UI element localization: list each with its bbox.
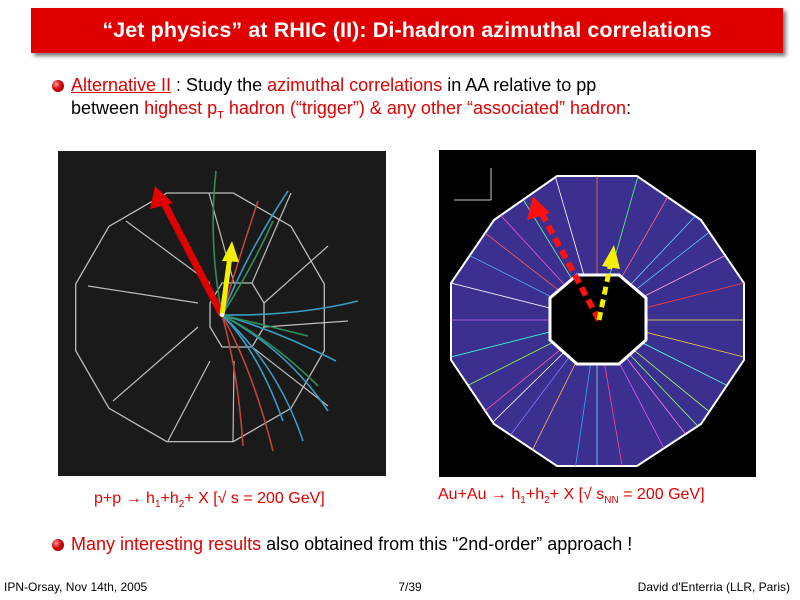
- text-fragment: : Study the: [171, 75, 268, 95]
- text-fragment: also obtained from this “2nd-order” appr…: [261, 534, 633, 554]
- trigger-arrow: [159, 199, 226, 317]
- trigger-arrow-dashed: [538, 210, 602, 322]
- associated-arrow: [219, 255, 233, 316]
- auau-event-display: [439, 150, 756, 477]
- footer-left: IPN-Orsay, Nov 14th, 2005: [4, 580, 148, 594]
- associated-arrowhead-dashed: [602, 245, 620, 269]
- axis-gizmo: [454, 168, 492, 201]
- bullet-icon: [52, 80, 64, 92]
- highlight-azimuthal: azimuthal correlations: [267, 75, 443, 95]
- bullet-icon: [52, 539, 64, 551]
- associated-arrow-dashed: [596, 261, 614, 321]
- caption-pp: p+p → h1+h2+ X [√ s = 200 GeV]: [94, 490, 325, 511]
- highlight-highest-pt: highest pT: [144, 98, 224, 122]
- vertex-dot: [220, 313, 224, 317]
- slide-title: “Jet physics” at RHIC (II): Di-hadron az…: [102, 18, 712, 42]
- footer-right: David d'Enterria (LLR, Paris): [637, 580, 790, 594]
- detector-spokes: [87, 192, 349, 442]
- text-fragment: :: [626, 98, 632, 118]
- outer-detector-outline: [75, 192, 325, 443]
- bullet-1-line-2: between highest pT hadron (“trigger”) & …: [71, 97, 791, 128]
- bullet-2-text: Many interesting results also obtained f…: [71, 533, 791, 556]
- highlight-hadron-text: hadron (“trigger”) & any other “associat…: [223, 98, 627, 118]
- particle-tracks: [212, 170, 359, 452]
- caption-auau: Au+Au → h1+h2+ X [√ sNN = 200 GeV]: [438, 486, 705, 507]
- text-fragment: in AA relative to pp: [442, 75, 597, 95]
- associated-arrowhead: [222, 241, 239, 262]
- highlight-results: Many interesting results: [71, 534, 262, 554]
- pp-event-display: [58, 151, 386, 476]
- page-number: 7/39: [398, 580, 422, 594]
- pp-event-svg: [75, 170, 359, 452]
- trigger-arrowhead-dashed: [527, 196, 550, 220]
- text-fragment: between: [71, 98, 145, 118]
- bullet-1-line-1: Alternative II : Study the azimuthal cor…: [71, 74, 791, 97]
- auau-event-svg: [450, 168, 745, 467]
- trigger-arrowhead: [150, 186, 173, 209]
- title-bar: “Jet physics” at RHIC (II): Di-hadron az…: [31, 8, 783, 53]
- bullet-1-text: Alternative II : Study the azimuthal cor…: [71, 74, 791, 128]
- alternative-link[interactable]: Alternative II: [71, 75, 172, 95]
